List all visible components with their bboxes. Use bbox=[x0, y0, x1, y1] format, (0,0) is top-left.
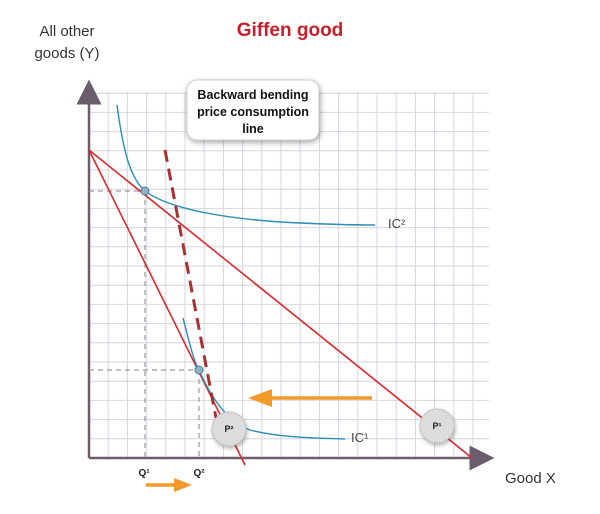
indifference-curve-ic2 bbox=[116, 104, 376, 226]
callout-line2: price consumption bbox=[197, 105, 309, 119]
grid bbox=[88, 92, 489, 459]
y-axis-label-line2: goods (Y) bbox=[34, 45, 99, 62]
budget-line-p1 bbox=[88, 149, 473, 459]
ic1-label: IC¹ bbox=[351, 430, 369, 445]
guide-lines bbox=[89, 190, 200, 458]
shift-right-arrow bbox=[146, 478, 192, 492]
equilibrium-point-2 bbox=[194, 365, 204, 375]
diagram-title: Giffen good bbox=[237, 20, 344, 41]
y-axis-label-line1: All other bbox=[39, 23, 94, 40]
q2-label: Q² bbox=[193, 468, 205, 479]
price-label-p2: P² bbox=[225, 424, 234, 434]
price-consumption-line bbox=[163, 149, 218, 419]
budget-line-p2 bbox=[88, 149, 246, 466]
q1-label: Q¹ bbox=[138, 468, 150, 479]
x-axis-label: Good X bbox=[505, 470, 556, 487]
equilibrium-point-1 bbox=[140, 186, 150, 196]
callout-line1: Backward bending bbox=[197, 88, 308, 102]
callout-line3: line bbox=[242, 122, 264, 136]
ic2-label: IC² bbox=[388, 216, 406, 231]
price-bubble-p2: P² bbox=[211, 411, 247, 447]
indifference-curve-ic1 bbox=[182, 317, 346, 440]
price-label-p1: P¹ bbox=[433, 421, 442, 431]
price-bubble-p1: P¹ bbox=[419, 408, 455, 444]
shift-left-arrow bbox=[248, 389, 372, 407]
callout-box: Backward bending price consumption line bbox=[186, 79, 320, 141]
